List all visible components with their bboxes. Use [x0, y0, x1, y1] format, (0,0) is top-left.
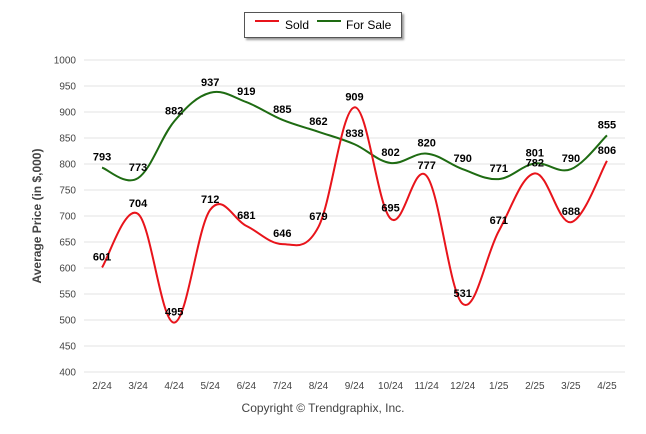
- data-label-sold: 671: [490, 215, 508, 227]
- x-tick-label: 3/24: [128, 381, 148, 392]
- x-tick-label: 4/25: [597, 381, 617, 392]
- y-tick-label: 1000: [54, 56, 77, 67]
- data-labels: 601 704 495 712 681 646 679 909 695 777 531 671 782 6…: [93, 77, 616, 319]
- x-tick-label: 8/24: [309, 381, 329, 392]
- x-tick-label: 10/24: [378, 381, 403, 392]
- data-label-for-sale: 801: [526, 147, 544, 159]
- y-tick-label: 800: [59, 160, 76, 171]
- data-label-for-sale: 802: [381, 147, 399, 159]
- x-tick-label: 2/25: [525, 381, 545, 392]
- data-label-for-sale: 919: [237, 86, 255, 98]
- series-line-sold: [101, 106, 608, 324]
- x-tick-label: 7/24: [273, 381, 293, 392]
- data-label-sold: 495: [165, 307, 183, 319]
- data-label-sold: 782: [526, 157, 544, 169]
- legend-label-for-sale: For Sale: [346, 18, 392, 32]
- gridlines: [84, 59, 625, 373]
- y-tick-label: 750: [59, 186, 76, 197]
- data-label-sold: 531: [454, 288, 472, 300]
- y-tick-label: 900: [59, 108, 76, 119]
- data-label-for-sale: 790: [562, 153, 580, 165]
- y-tick-label: 400: [59, 368, 76, 379]
- legend: Sold For Sale: [244, 12, 402, 38]
- data-label-for-sale: 771: [490, 163, 508, 175]
- x-tick-label: 4/24: [164, 381, 184, 392]
- x-tick-label: 9/24: [345, 381, 365, 392]
- data-label-sold: 777: [417, 160, 435, 172]
- x-tick-label: 3/25: [561, 381, 581, 392]
- data-label-sold: 601: [93, 251, 111, 263]
- x-tick-label: 12/24: [450, 381, 475, 392]
- legend-label-sold: Sold: [285, 18, 310, 32]
- data-label-sold: 695: [381, 203, 399, 215]
- data-label-sold: 646: [273, 228, 291, 240]
- data-label-sold: 806: [598, 145, 616, 157]
- copyright-credit: Copyright © Trendgraphix, Inc.: [241, 401, 405, 415]
- x-axis-ticks: 2/24 3/24 4/24 5/24 6/24 7/24 8/24 9/24 10/24 11/…: [92, 381, 617, 392]
- data-label-sold: 679: [309, 211, 327, 223]
- x-tick-label: 1/25: [489, 381, 509, 392]
- data-label-sold: 909: [345, 91, 363, 103]
- y-tick-label: 500: [59, 316, 76, 327]
- data-label-sold: 681: [237, 210, 255, 222]
- series-lines: [101, 90, 608, 324]
- data-label-for-sale: 855: [598, 119, 616, 131]
- y-tick-label: 950: [59, 82, 76, 93]
- legend-swatch-sold: [255, 20, 279, 22]
- data-label-for-sale: 773: [129, 162, 147, 174]
- legend-swatch-for-sale: [317, 20, 341, 22]
- x-tick-label: 5/24: [200, 381, 220, 392]
- data-label-for-sale: 820: [417, 138, 435, 150]
- data-label-for-sale: 862: [309, 116, 327, 128]
- x-tick-label: 2/24: [92, 381, 112, 392]
- y-tick-label: 600: [59, 264, 76, 275]
- data-label-sold: 704: [129, 198, 148, 210]
- data-label-for-sale: 793: [93, 152, 111, 164]
- data-label-for-sale: 885: [273, 104, 291, 116]
- y-tick-label: 450: [59, 342, 76, 353]
- data-label-for-sale: 937: [201, 77, 219, 89]
- y-axis-label: Average Price (in $,000): [30, 149, 44, 284]
- series-line-for-sale: [101, 90, 608, 182]
- data-label-for-sale: 790: [454, 153, 472, 165]
- y-tick-label: 550: [59, 290, 76, 301]
- data-label-sold: 688: [562, 206, 580, 218]
- y-axis-ticks: 400 450 500 550 600 650 700 750 800 850 900 950 1000: [54, 56, 77, 379]
- data-label-for-sale: 838: [345, 128, 363, 140]
- x-tick-label: 6/24: [237, 381, 257, 392]
- y-tick-label: 850: [59, 134, 76, 145]
- x-tick-label: 11/24: [414, 381, 439, 392]
- y-tick-label: 700: [59, 212, 76, 223]
- data-label-for-sale: 882: [165, 105, 183, 117]
- y-tick-label: 650: [59, 238, 76, 249]
- data-label-sold: 712: [201, 194, 219, 206]
